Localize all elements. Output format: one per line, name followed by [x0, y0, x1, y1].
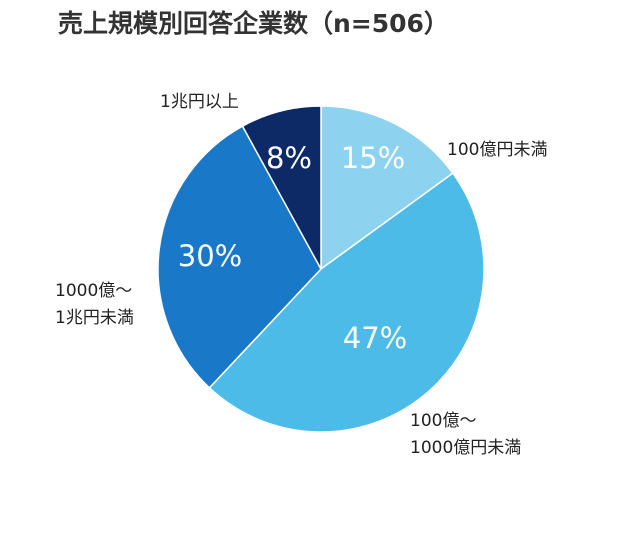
- value-label: 8%: [266, 141, 312, 175]
- category-label: 1000億～ 1兆円未満: [55, 281, 134, 328]
- pie-slice: [320, 105, 454, 271]
- pie-slice: [157, 125, 322, 389]
- category-label: 100億～ 1000億円未満: [410, 411, 521, 458]
- category-label: 1兆円以上: [160, 92, 239, 112]
- value-label: 15%: [341, 141, 405, 175]
- value-label: 30%: [178, 239, 242, 273]
- chart-title: 売上規模別回答企業数（n=506）: [58, 9, 449, 38]
- pie-slice: [208, 172, 485, 433]
- value-label: 47%: [343, 321, 407, 355]
- pie-slice: [241, 105, 322, 270]
- category-label: 100億円未満: [447, 140, 547, 160]
